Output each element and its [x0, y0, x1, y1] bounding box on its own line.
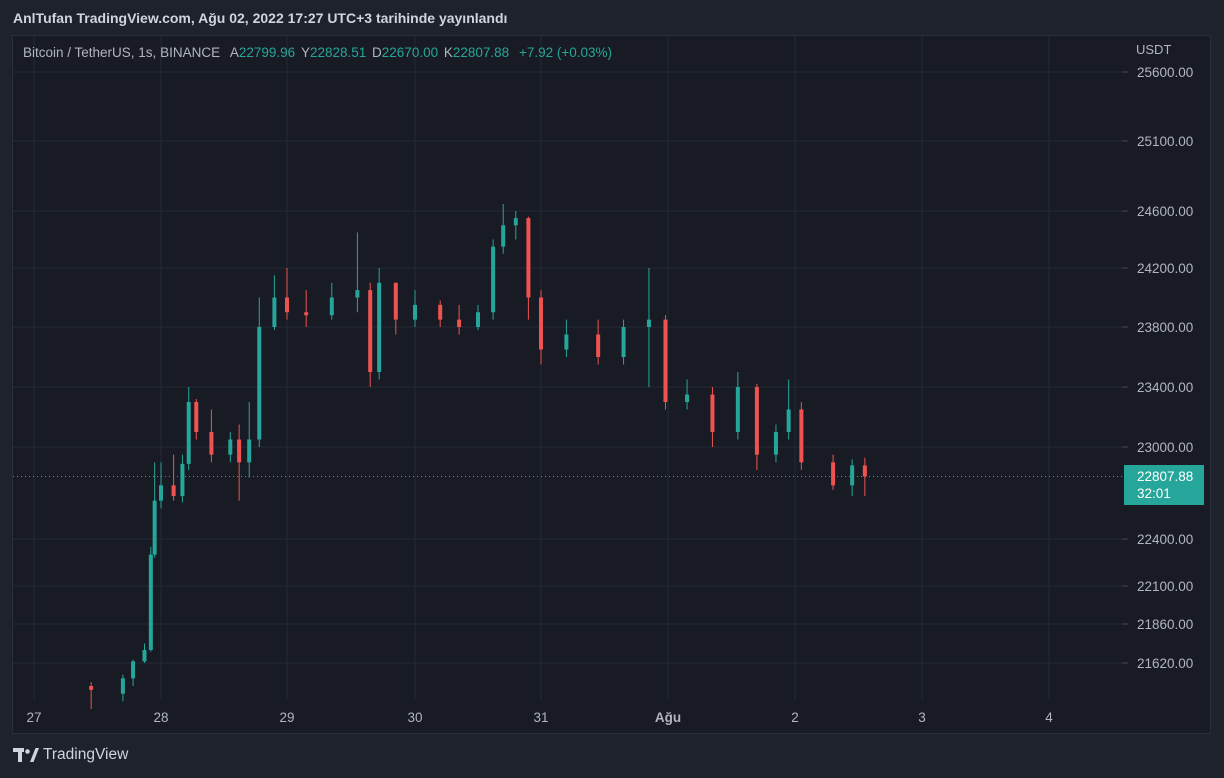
close-label: K	[443, 45, 453, 60]
candle-body	[685, 394, 690, 402]
candle-body	[862, 465, 867, 477]
candle-body	[513, 218, 518, 226]
candle-body	[393, 282, 398, 320]
candle-body	[257, 327, 262, 440]
price-tick-label: 22100.00	[1137, 579, 1193, 594]
candle-body	[438, 304, 443, 320]
candle-body	[131, 661, 136, 679]
brand-name: TradingView	[43, 746, 129, 763]
candle-body	[735, 387, 740, 432]
close-value: 22807.88	[452, 45, 510, 60]
candle-body	[159, 485, 163, 501]
time-tick-label: Ağu	[655, 710, 681, 725]
chart-grid	[13, 36, 1122, 700]
candle-body	[754, 387, 759, 455]
footer[interactable]: TradingView	[13, 746, 128, 764]
candle-body	[526, 218, 531, 298]
candle-body	[186, 402, 191, 464]
candle-body	[329, 297, 334, 316]
candle-body	[621, 327, 626, 357]
candle-body	[228, 439, 233, 455]
candles	[89, 204, 867, 709]
candle-body	[89, 686, 94, 690]
candle-body	[831, 462, 836, 486]
candle-body	[368, 290, 373, 372]
candle-body	[171, 485, 176, 497]
time-tick-label: 28	[153, 710, 168, 725]
price-tick-label: 24600.00	[1137, 204, 1193, 219]
price-axis-ticks: 25600.00 25100.00 24600.00 24200.00 23800.00…	[1122, 65, 1193, 671]
candle-body	[272, 297, 277, 327]
candle-body	[539, 297, 543, 350]
time-axis-ticks: 27 28 29 30 31 Ağu 2 3 4	[26, 710, 1053, 725]
candle-body	[786, 409, 791, 432]
candle-body	[596, 334, 601, 357]
price-tick-label: 21860.00	[1137, 617, 1193, 632]
candle-body	[120, 678, 125, 694]
candle-body	[773, 432, 778, 455]
price-tick-label: 25600.00	[1137, 65, 1193, 80]
price-tick-label: 22400.00	[1137, 532, 1193, 547]
candle-body	[646, 319, 651, 327]
symbol-label[interactable]: Bitcoin / TetherUS, 1s, BINANCE	[23, 45, 221, 60]
time-tick-label: 2	[791, 710, 799, 725]
open-value: 22799.96	[238, 45, 296, 60]
candle-body	[663, 319, 668, 402]
time-tick-label: 31	[533, 710, 548, 725]
change-value: +7.92 (+0.03%)	[518, 45, 613, 60]
high-value: 22828.51	[309, 45, 367, 60]
candle-body	[304, 312, 309, 316]
candle-body	[476, 312, 480, 327]
price-tick-label: 23800.00	[1137, 320, 1193, 335]
price-tick-label: 21620.00	[1137, 656, 1193, 671]
candle-body	[247, 439, 252, 463]
candle-body	[491, 246, 496, 313]
candle-body	[799, 409, 804, 463]
price-tick-label: 23000.00	[1137, 440, 1193, 455]
candle-body	[237, 439, 242, 463]
bar-countdown: 32:01	[1137, 486, 1171, 501]
price-tick-label: 23400.00	[1137, 380, 1193, 395]
candle-body	[355, 290, 360, 298]
price-tick-label: 24200.00	[1137, 261, 1193, 276]
candle-body	[710, 394, 715, 432]
publish-header: AnlTufan TradingView.com, Ağu 02, 2022 1…	[13, 10, 508, 26]
price-tick-label: 25100.00	[1137, 134, 1193, 149]
low-value: 22670.00	[381, 45, 439, 60]
time-tick-label: 27	[26, 710, 41, 725]
open-label: A	[229, 45, 239, 60]
low-label: D	[372, 45, 382, 60]
time-tick-label: 3	[918, 710, 926, 725]
candle-body	[152, 500, 157, 555]
candle-body	[194, 402, 199, 432]
last-price-tag: 22807.88 32:01	[1124, 465, 1204, 505]
candle-body	[377, 282, 382, 372]
last-price-value: 22807.88	[1137, 469, 1194, 484]
time-tick-label: 29	[279, 710, 294, 725]
candle-body	[180, 463, 185, 497]
candle-body	[142, 650, 147, 662]
candle-body	[457, 319, 462, 327]
chart-frame[interactable]	[12, 35, 1211, 734]
candle-body	[413, 304, 417, 320]
candle-body	[564, 334, 569, 350]
high-label: Y	[300, 45, 310, 60]
time-tick-label: 4	[1045, 710, 1053, 725]
candle-body	[501, 225, 506, 247]
ohlc-legend: Bitcoin / TetherUS, 1s, BINANCE A22799.9…	[23, 45, 612, 60]
tradingview-logo-icon	[13, 748, 39, 762]
time-tick-label: 30	[407, 710, 422, 725]
candle-body	[209, 432, 214, 455]
currency-label[interactable]: USDT	[1136, 42, 1172, 57]
candle-body	[850, 465, 855, 486]
candle-body	[285, 297, 289, 313]
candle-body	[148, 554, 153, 650]
